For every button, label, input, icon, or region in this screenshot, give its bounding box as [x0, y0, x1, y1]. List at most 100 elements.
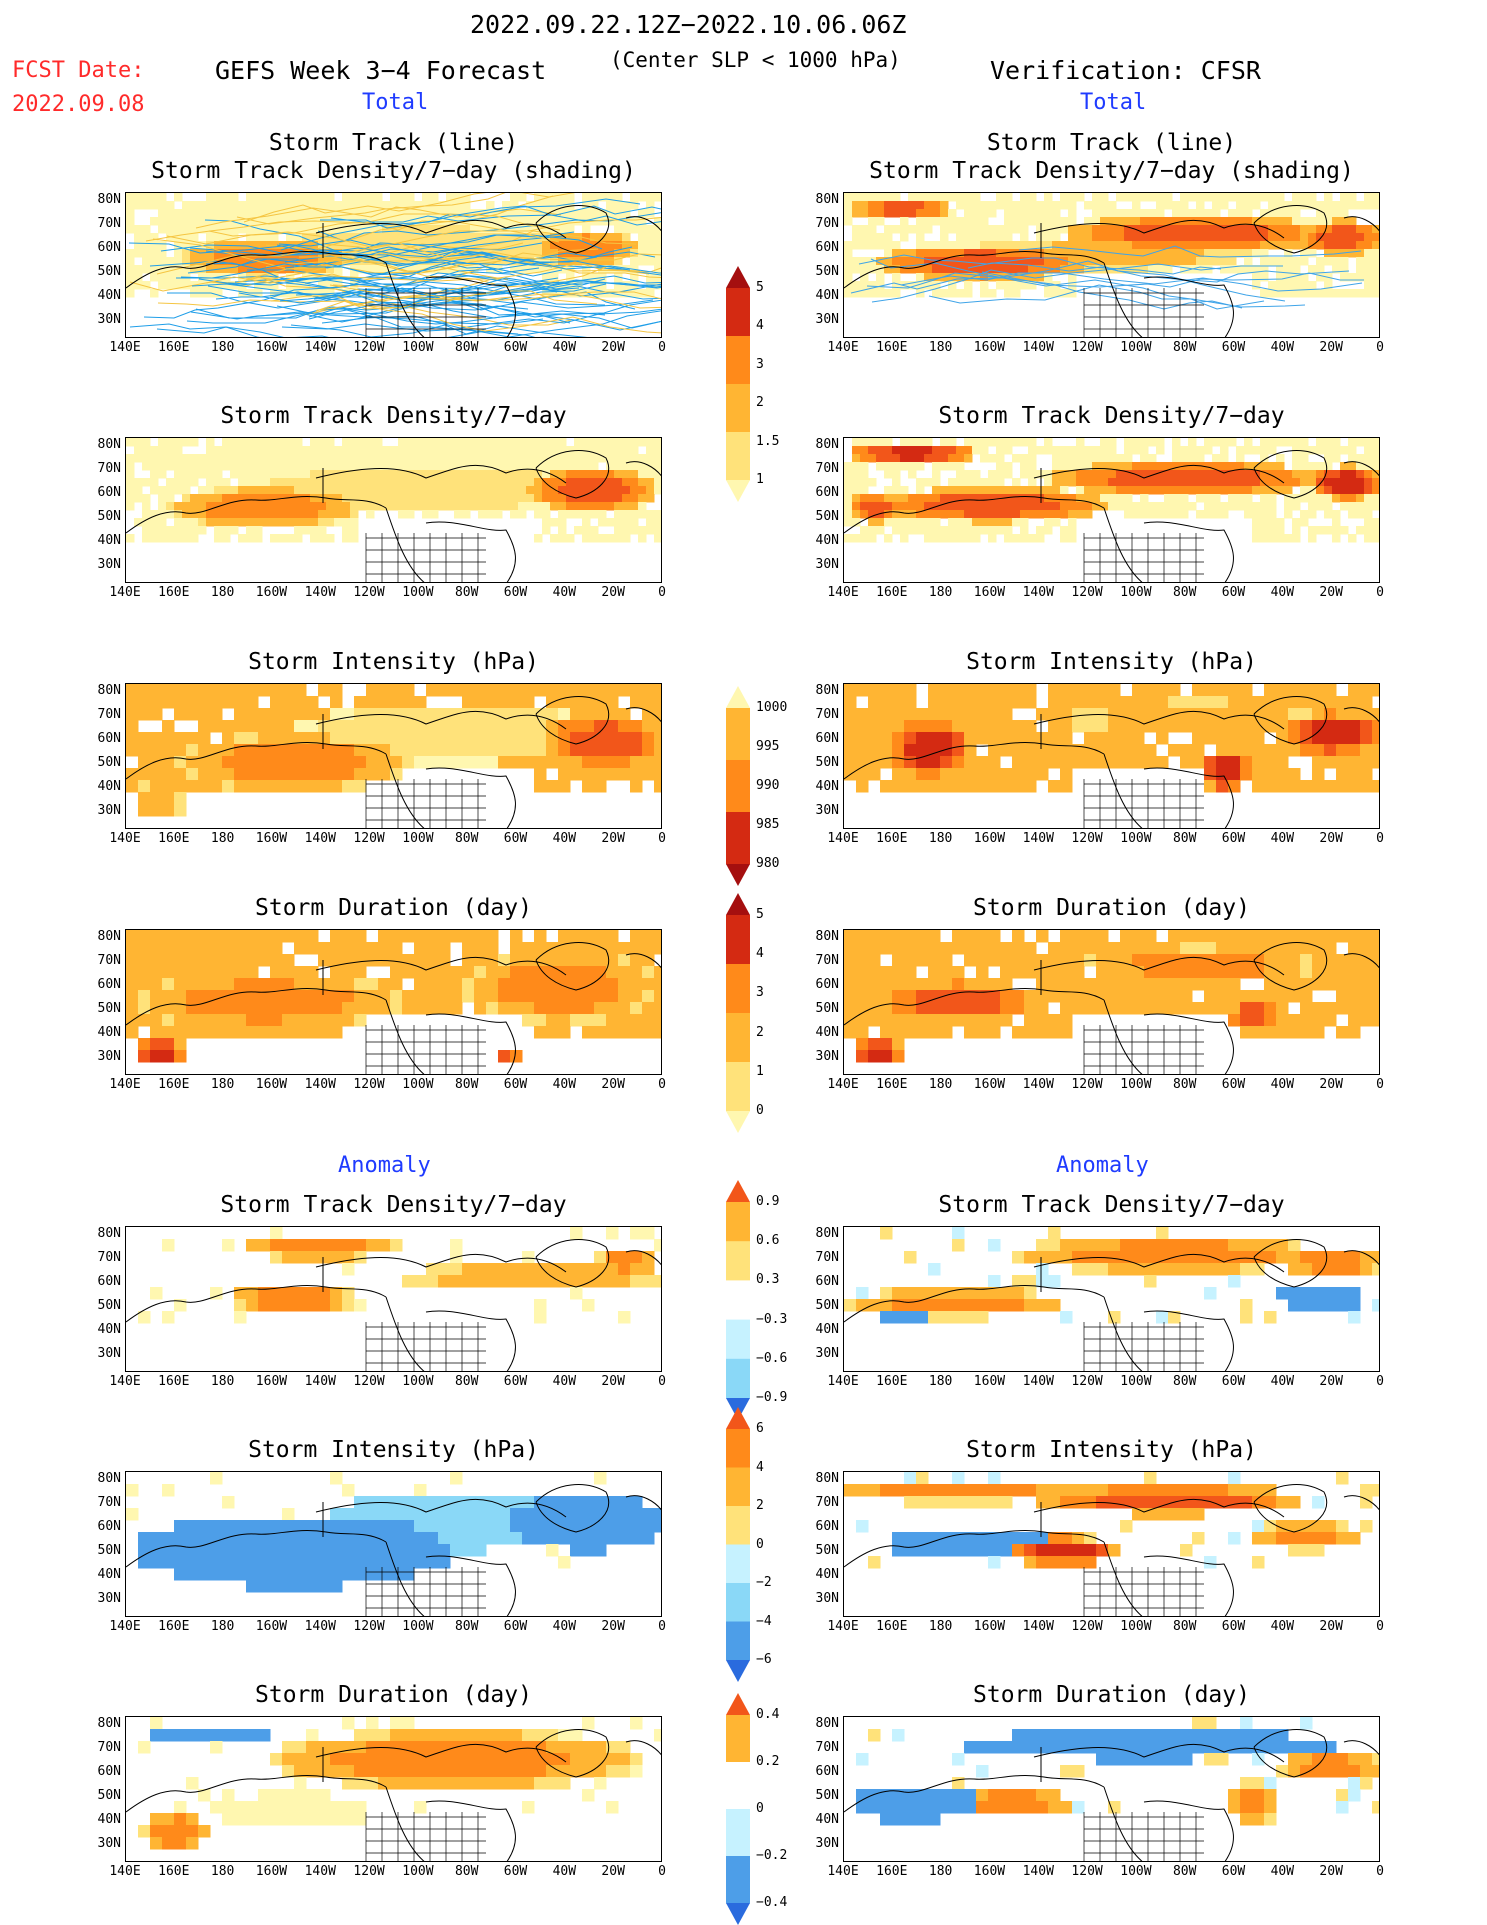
grid-cell	[1172, 241, 1181, 250]
grid-cell	[246, 438, 255, 447]
grid-cell	[318, 1287, 331, 1300]
grid-cell	[1276, 225, 1285, 234]
grid-cell	[1284, 494, 1293, 503]
coastline	[425, 767, 516, 828]
grid-cell	[222, 510, 231, 519]
grid-cell	[234, 1026, 247, 1039]
storm-track-line	[189, 247, 563, 277]
grid-cell	[940, 486, 949, 495]
grid-cell	[566, 502, 575, 511]
grid-cell	[294, 1299, 307, 1312]
grid-cell	[1132, 217, 1141, 226]
grid-cell	[358, 494, 367, 503]
grid-cell	[1164, 486, 1173, 495]
grid-cell	[1132, 193, 1141, 202]
grid-cell	[158, 201, 167, 210]
grid-cell	[1348, 684, 1361, 697]
grid-cell	[566, 454, 575, 463]
grid-cell	[126, 780, 139, 793]
grid-cell	[142, 257, 151, 266]
grid-cell	[1276, 744, 1289, 757]
grid-cell	[860, 209, 869, 218]
lon-tick-label: 160E	[876, 1077, 908, 1092]
grid-cell	[988, 518, 997, 527]
grid-cell	[246, 978, 259, 991]
grid-cell	[574, 502, 583, 511]
grid-cell	[350, 438, 359, 447]
grid-cell	[1284, 265, 1293, 274]
grid-cell	[262, 446, 271, 455]
lon-tick-label: 160W	[255, 1374, 288, 1389]
lon-tick-label: 60W	[503, 585, 528, 600]
grid-cell	[210, 780, 223, 793]
grid-cell	[964, 684, 977, 697]
grid-cell	[1048, 978, 1061, 991]
grid-cell	[342, 990, 355, 1003]
grid-cell	[1276, 201, 1285, 210]
grid-cell	[262, 209, 271, 218]
grid-cell	[1240, 720, 1253, 733]
grid-cell	[630, 201, 639, 210]
grid-cell	[1028, 510, 1037, 519]
grid-cell	[948, 273, 957, 282]
grid-cell	[246, 1299, 259, 1312]
grid-cell	[916, 954, 929, 967]
grid-cell	[924, 225, 933, 234]
coastline	[385, 1296, 425, 1371]
grid-cell	[182, 201, 191, 210]
coastline	[1343, 707, 1379, 723]
grid-cell	[614, 486, 623, 495]
grid-cell	[928, 930, 941, 943]
grid-cell	[622, 438, 631, 447]
grid-cell	[286, 193, 295, 202]
grid-cell	[1316, 494, 1325, 503]
lon-tick-label: 100W	[402, 831, 434, 846]
grid-cell	[1356, 478, 1365, 487]
grid-cell	[852, 193, 861, 202]
grid-cell	[222, 768, 235, 781]
grid-cell	[366, 684, 379, 697]
grid-cell	[844, 1002, 857, 1015]
grid-cell	[558, 744, 571, 757]
grid-cell	[916, 209, 925, 218]
grid-cell	[1252, 446, 1261, 455]
grid-cell	[1348, 780, 1361, 793]
grid-cell	[952, 1227, 965, 1240]
grid-cell	[1096, 930, 1109, 943]
grid-cell	[1216, 954, 1229, 967]
grid-cell	[1364, 438, 1373, 447]
grid-cell	[972, 257, 981, 266]
grid-cell	[294, 446, 303, 455]
grid-cell	[1324, 470, 1333, 479]
grid-cell	[1156, 438, 1165, 447]
grid-cell	[1068, 526, 1077, 535]
grid-cell	[1036, 744, 1049, 757]
grid-cell	[498, 1050, 511, 1063]
grid-cell	[174, 768, 187, 781]
grid-cell	[1360, 708, 1373, 721]
grid-cell	[310, 470, 319, 479]
grid-cell	[294, 720, 307, 733]
grid-cell	[258, 954, 271, 967]
grid-cell	[964, 241, 973, 250]
grid-cell	[1276, 526, 1285, 535]
grid-cell	[366, 510, 375, 519]
grid-cell	[498, 954, 511, 967]
grid-cell	[570, 696, 583, 709]
grid-cell	[150, 942, 163, 955]
grid-cell	[390, 249, 399, 258]
grid-cell	[654, 732, 661, 745]
grid-cell	[126, 954, 139, 967]
coastline	[535, 450, 610, 499]
grid-cell	[606, 732, 619, 745]
grid-cell	[358, 486, 367, 495]
grid-cell	[502, 470, 511, 479]
grid-cell	[630, 942, 643, 955]
grid-cell	[222, 233, 231, 242]
grid-cell	[916, 744, 929, 757]
grid-cell	[940, 1026, 953, 1039]
grid-cell	[1164, 502, 1173, 511]
grid-cell	[980, 446, 989, 455]
grid-cell	[904, 1014, 917, 1027]
grid-cell	[976, 1287, 989, 1300]
